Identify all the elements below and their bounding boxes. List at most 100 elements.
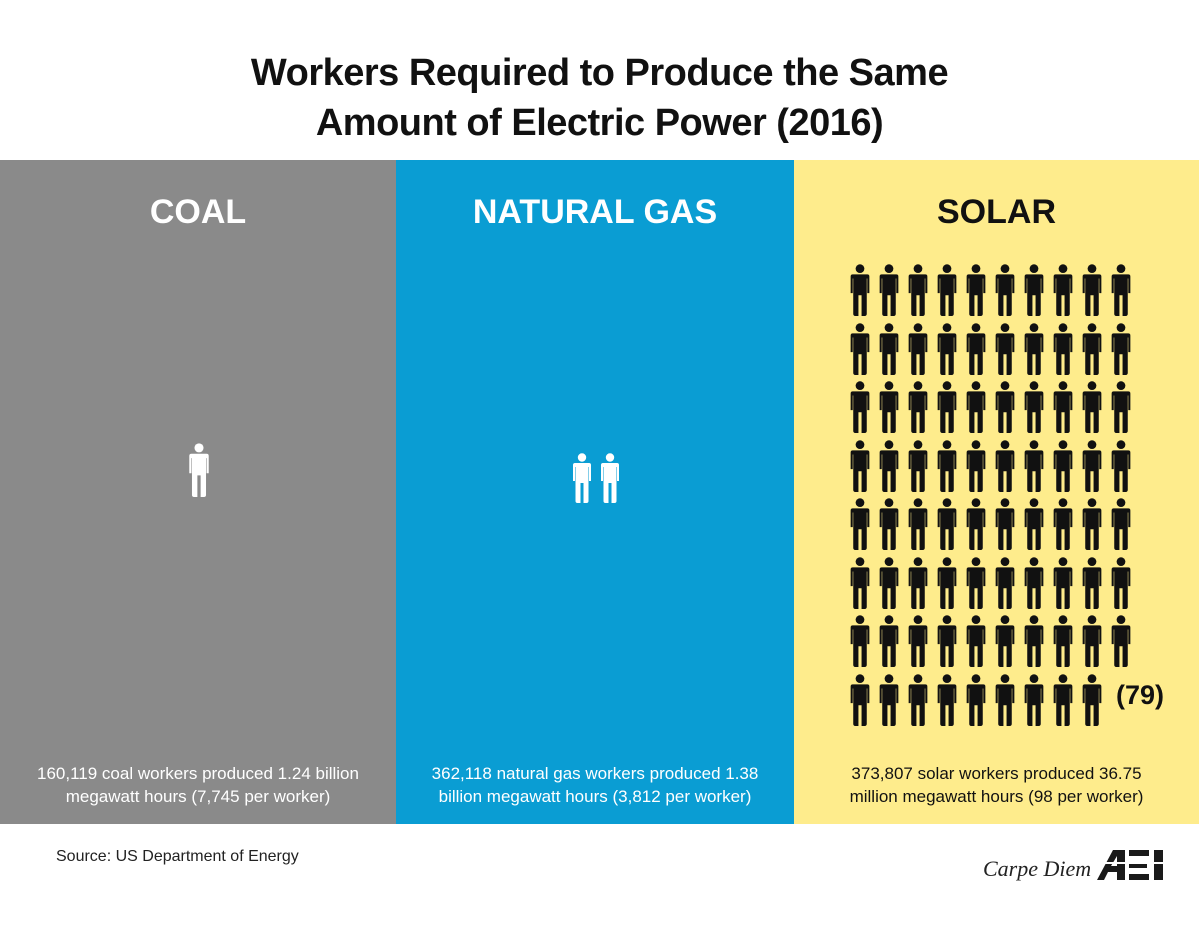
person-icon: [1024, 381, 1044, 433]
person-icon: [850, 615, 870, 667]
coal-label: COAL: [149, 193, 247, 231]
person-icon: [937, 322, 957, 375]
person-icon: [966, 322, 986, 375]
person-icon: [1024, 673, 1044, 726]
solar-panel: SOLAR (79) 373,807 solar workers produce…: [794, 160, 1199, 824]
person-icon: [1082, 439, 1102, 492]
person-icon: [995, 556, 1015, 609]
person-icon: [908, 498, 928, 550]
natural-gas-caption-line-2: billion megawatt hours (3,812 per worker…: [438, 787, 752, 806]
person-icon: [1111, 498, 1131, 550]
natural-gas-panel: NATURAL GAS 362,118 natural gas workers …: [396, 160, 794, 824]
aei-logo-icon: [1091, 850, 1173, 880]
person-icon: [573, 453, 591, 503]
person-icon: [966, 556, 986, 609]
person-icon: [908, 673, 928, 726]
person-icon: [1111, 322, 1131, 375]
person-icon: [850, 673, 870, 726]
person-icon: [908, 322, 928, 375]
person-icon: [995, 381, 1015, 433]
person-icon: [1053, 322, 1073, 375]
person-icon: [1082, 673, 1102, 726]
person-icon: [1024, 498, 1044, 550]
person-icon: [995, 264, 1015, 316]
person-icon: [1082, 498, 1102, 550]
person-icon: [1082, 556, 1102, 609]
person-icon: [850, 439, 870, 492]
person-icon: [1082, 615, 1102, 667]
person-icon: [850, 498, 870, 550]
person-icon: [966, 381, 986, 433]
person-icon: [850, 322, 870, 375]
title-line-1: Workers Required to Produce the Same: [250, 52, 949, 94]
person-icon: [879, 439, 899, 492]
person-icon: [908, 556, 928, 609]
person-icon: [966, 264, 986, 316]
person-icon: [937, 673, 957, 726]
person-icon: [1024, 264, 1044, 316]
person-icon: [879, 264, 899, 316]
person-icon: [966, 615, 986, 667]
person-icon: [966, 498, 986, 550]
natural-gas-caption: 362,118 natural gas workers produced 1.3…: [396, 762, 794, 808]
person-icon: [995, 498, 1015, 550]
person-icon: [1082, 264, 1102, 316]
person-icon: [189, 443, 209, 497]
title-line-2: Amount of Electric Power (2016): [315, 102, 884, 144]
person-icon: [1053, 556, 1073, 609]
brand-text: Carpe Diem: [983, 856, 1092, 881]
person-icon: [1053, 439, 1073, 492]
person-icon: [995, 322, 1015, 375]
person-icon: [1053, 381, 1073, 433]
person-icon: [1082, 381, 1102, 433]
solar-worker-count: (79): [1116, 680, 1165, 710]
person-icon: [937, 439, 957, 492]
person-icon: [937, 498, 957, 550]
person-icon: [1053, 498, 1073, 550]
person-icon: [879, 673, 899, 726]
coal-panel: COAL 160,119 coal workers produced 1.24 …: [0, 160, 396, 824]
solar-caption-line-2: million megawatt hours (98 per worker): [849, 787, 1144, 806]
person-icon: [1024, 322, 1044, 375]
solar-label: SOLAR: [937, 193, 1056, 231]
person-icon: [995, 439, 1015, 492]
coal-caption: 160,119 coal workers produced 1.24 billi…: [0, 762, 396, 808]
person-icon: [966, 673, 986, 726]
person-icon: [601, 453, 619, 503]
person-icon: [908, 264, 928, 316]
page-title: Workers Required to Produce the Same Amo…: [0, 48, 1199, 148]
person-icon: [879, 556, 899, 609]
person-icon: [937, 556, 957, 609]
person-icon: [937, 615, 957, 667]
person-icon: [908, 615, 928, 667]
person-icon: [879, 615, 899, 667]
person-icon: [850, 264, 870, 316]
person-icon: [850, 381, 870, 433]
person-icon: [850, 556, 870, 609]
person-icon: [937, 381, 957, 433]
person-icon: [995, 673, 1015, 726]
person-icon: [1082, 322, 1102, 375]
person-icon: [908, 381, 928, 433]
person-icon: [879, 381, 899, 433]
person-icon: [1111, 264, 1131, 316]
person-icon: [879, 498, 899, 550]
person-icon: [1053, 264, 1073, 316]
person-icon: [1111, 615, 1131, 667]
person-icon: [1053, 673, 1073, 726]
person-icon: [1111, 439, 1131, 492]
person-icon: [1111, 556, 1131, 609]
solar-caption: 373,807 solar workers produced 36.75 mil…: [794, 762, 1199, 808]
person-icon: [966, 439, 986, 492]
person-icon: [1111, 381, 1131, 433]
coal-caption-line-2: megawatt hours (7,745 per worker): [65, 787, 331, 806]
brand: Carpe Diem: [983, 848, 1173, 884]
natural-gas-caption-line-1: 362,118 natural gas workers produced 1.3…: [431, 764, 759, 783]
person-icon: [1024, 615, 1044, 667]
person-icon: [879, 322, 899, 375]
natural-gas-label: NATURAL GAS: [472, 193, 718, 231]
person-icon: [1024, 556, 1044, 609]
coal-caption-line-1: 160,119 coal workers produced 1.24 billi…: [37, 764, 359, 783]
person-icon: [937, 264, 957, 316]
